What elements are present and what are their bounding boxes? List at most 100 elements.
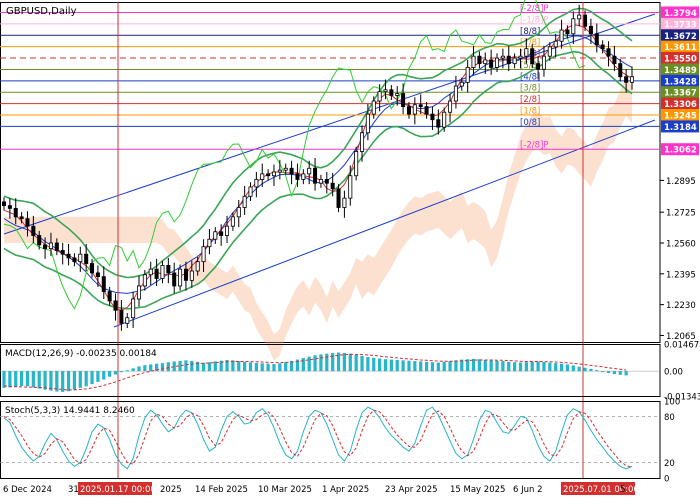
candle-body (371, 100, 376, 115)
candle (54, 238, 59, 256)
candle (154, 258, 159, 286)
candle-body (530, 48, 535, 65)
candle-body (301, 173, 306, 180)
candle (66, 243, 71, 266)
candle (219, 224, 224, 246)
candle-body (19, 216, 24, 220)
candle-body (219, 231, 224, 236)
level-price-tag: 1.3306 (661, 97, 699, 110)
candle (512, 53, 517, 69)
candle-body (418, 104, 423, 108)
stoch-tick-label: 0 (664, 475, 669, 485)
level-tag-bg (661, 6, 699, 19)
macd-bar (477, 359, 482, 372)
candle (377, 84, 382, 112)
candle (571, 11, 576, 45)
macd-frame (0, 344, 661, 397)
macd-bar (601, 371, 605, 373)
macd-bar (331, 352, 335, 372)
candle (436, 109, 441, 135)
level-price-tag: 1.3550 (661, 52, 699, 65)
macd-bar (254, 362, 258, 372)
candle (213, 227, 218, 244)
level-tag-text: 1.3489 (664, 66, 697, 76)
macd-bar (536, 361, 540, 372)
candle-body (395, 93, 400, 96)
macd-bar (166, 362, 170, 372)
candle-body (330, 182, 335, 190)
macd-bar (372, 357, 376, 372)
price-tick-label: 1.2725 (666, 209, 696, 219)
macd-bar (407, 360, 411, 372)
level-tag-bg (661, 86, 699, 99)
macd-bar (78, 371, 82, 388)
candle-body (600, 44, 605, 50)
macd-bar (184, 360, 188, 372)
level-label: [-2/8]P (520, 4, 549, 14)
date-label: 1 Apr 2025 (322, 485, 369, 495)
macd-bar (313, 355, 317, 372)
macd-bar (108, 371, 112, 377)
macd-bar (102, 371, 106, 380)
candle-body (172, 272, 177, 287)
level-label: [0/8] (520, 118, 540, 128)
candle-body (289, 167, 294, 175)
candle (371, 96, 376, 119)
macd-bar (342, 352, 347, 372)
level-tag-text: 1.3428 (664, 77, 697, 87)
macd-tick-label: 0.00 (664, 368, 683, 378)
candle-body (148, 268, 153, 276)
candle (618, 58, 623, 82)
macd-tick-label: -0.01343 (664, 393, 700, 403)
macd-bar (237, 361, 241, 372)
candle (430, 106, 435, 130)
candle (541, 45, 546, 77)
candle (289, 160, 294, 185)
level-tag-text: 1.3733 (664, 20, 697, 30)
candle (389, 85, 394, 101)
macd-bar (366, 357, 370, 372)
candle (84, 243, 89, 272)
macd-bar (307, 356, 311, 372)
candle-body (483, 59, 488, 65)
stoch-tick-label: 20 (664, 459, 675, 469)
candle-body (412, 104, 417, 115)
candle-body (54, 242, 59, 251)
candle (336, 184, 341, 213)
candle-body (166, 265, 171, 274)
candle-body (506, 55, 511, 65)
candle (283, 163, 288, 175)
macd-bar (196, 361, 200, 372)
candle-body (283, 167, 288, 171)
macd-bar (272, 364, 276, 372)
candle (465, 59, 470, 93)
candle (230, 212, 235, 231)
macd-bar (2, 371, 6, 388)
price-pane: [-2/8]P[-1/8]P[8/8][7/8][6/8][5/8][4/8][… (0, 0, 661, 478)
candle-body (136, 285, 142, 300)
candle (401, 83, 406, 115)
candle (107, 286, 112, 306)
candle-body (618, 63, 623, 78)
candle-body (66, 253, 71, 259)
level-label: [8/8] (520, 27, 540, 37)
candle-body (119, 309, 124, 324)
candle (559, 19, 564, 49)
candle-body (406, 106, 411, 115)
level-label: [2/8] (520, 95, 540, 105)
macd-bar (460, 359, 464, 372)
candle (19, 212, 24, 224)
date-highlight: 2025.07.01 00:00 (561, 482, 639, 495)
level-tag-bg (661, 143, 699, 156)
macd-bar (448, 361, 452, 372)
macd-bar (231, 360, 235, 372)
macd-bar (554, 363, 558, 372)
candle-body (377, 91, 382, 102)
candle-body (336, 188, 341, 208)
candle-body (72, 257, 77, 263)
candle-body (248, 186, 253, 197)
level-price-tag: 1.3733 (661, 17, 699, 30)
candle-body (195, 261, 200, 272)
macd-bar (66, 371, 71, 392)
candle-body (629, 76, 635, 83)
